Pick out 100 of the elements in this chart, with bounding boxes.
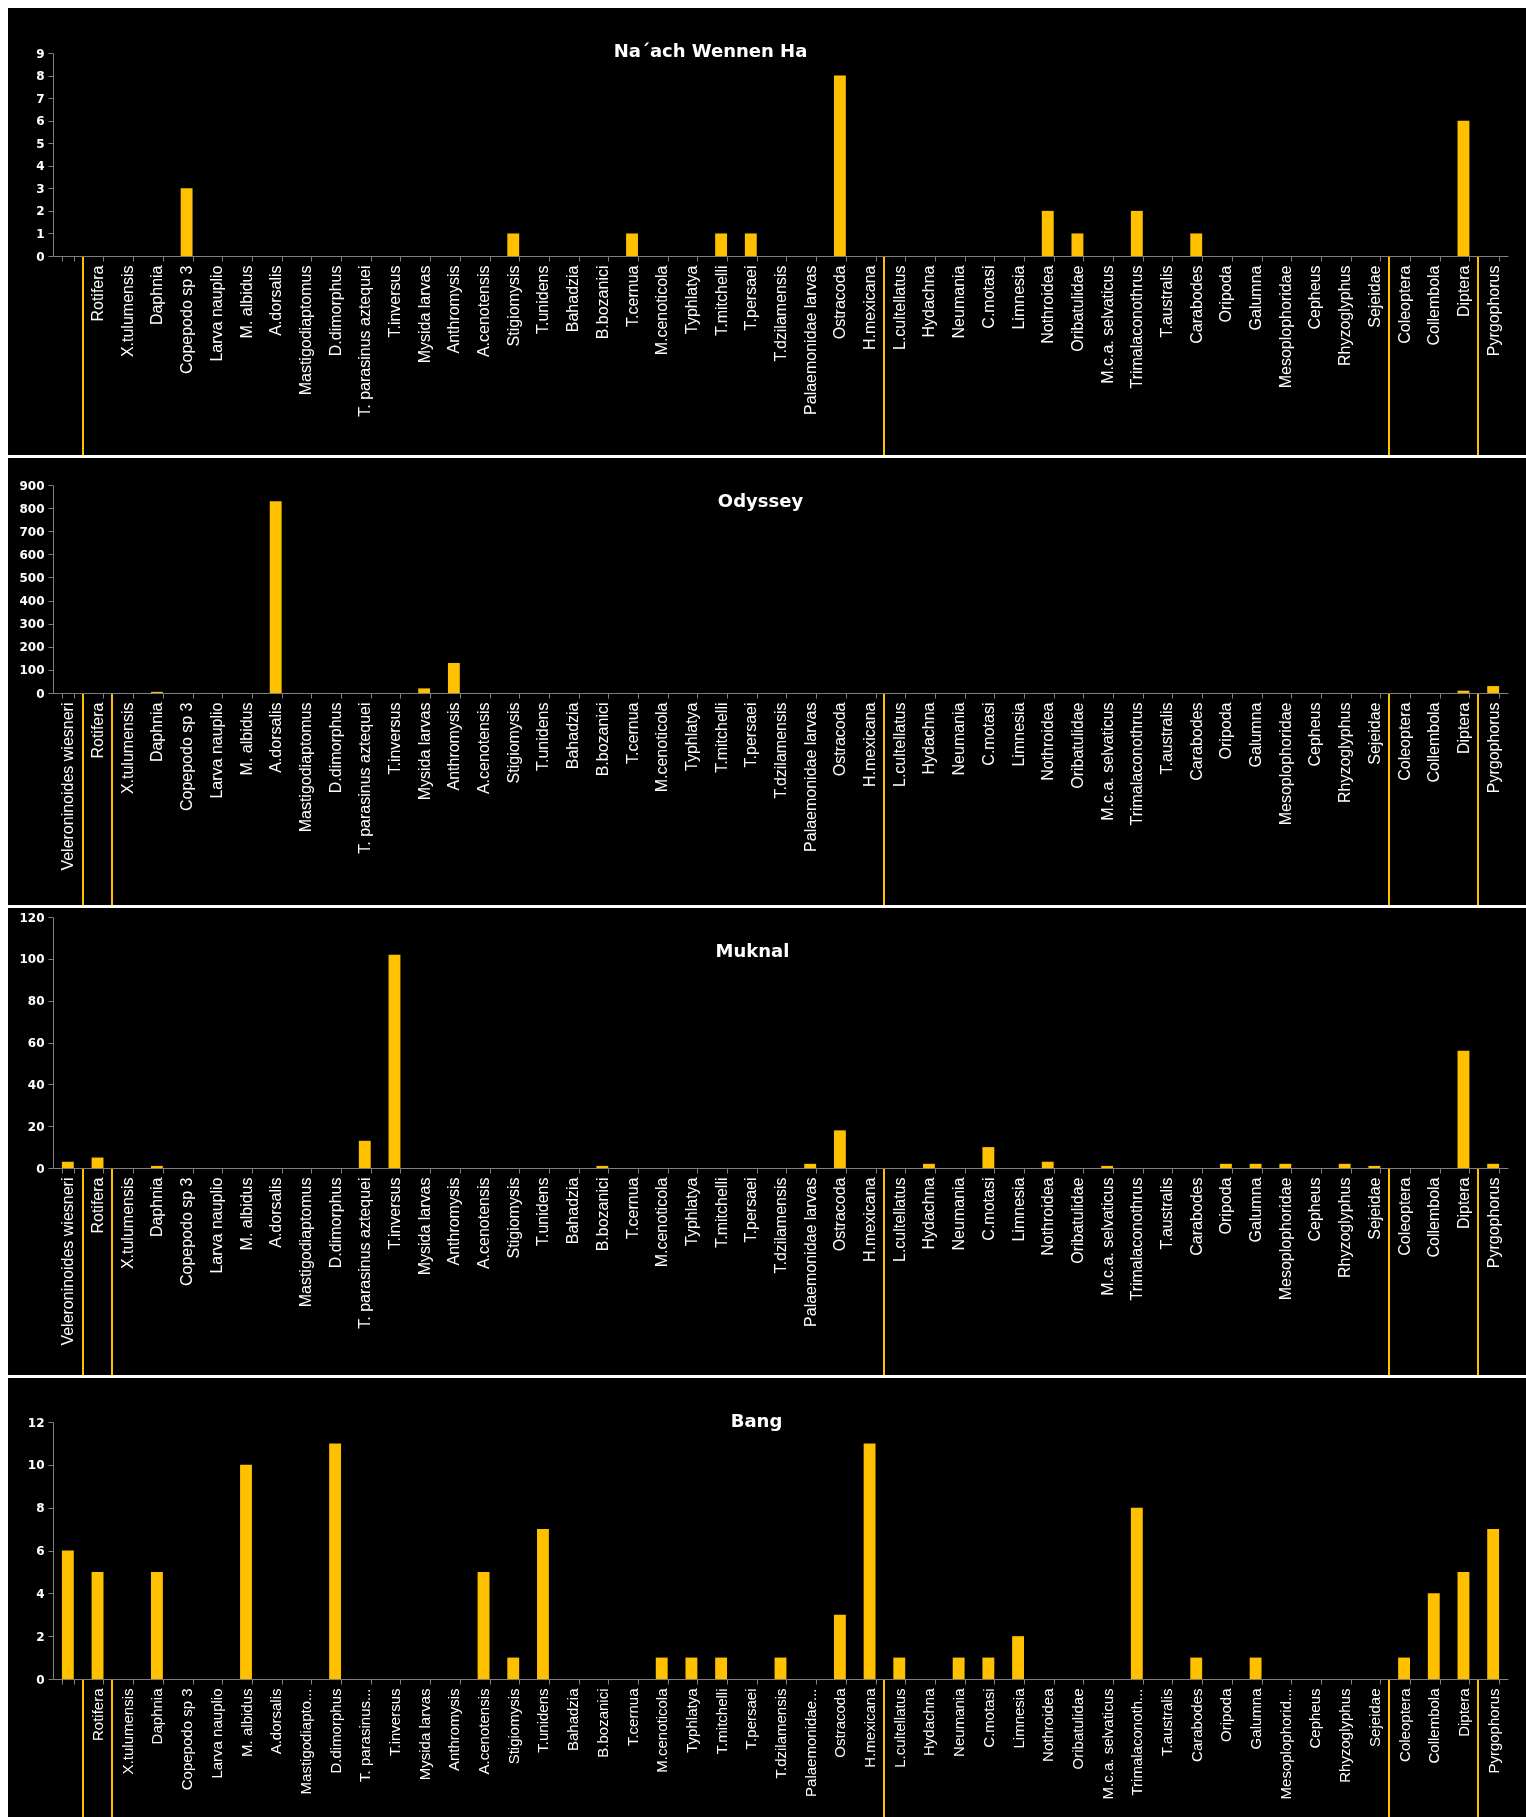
x-tick-label: Stigiomysis <box>504 1177 522 1259</box>
x-tick-label: Typhlatya <box>682 1177 700 1246</box>
x-tick-label: Nothroidea <box>1039 1687 1057 1762</box>
x-tick-label: Hydachna <box>920 1177 938 1250</box>
x-tick-label: Mysida larvas <box>415 265 433 364</box>
y-tick-label: 80 <box>27 994 45 1009</box>
x-tick-label: T.inversus <box>385 1177 403 1250</box>
x-tick-label: Larva nauplio <box>207 1177 225 1274</box>
x-tick-label: Carabodes <box>1187 1177 1205 1256</box>
y-tick-label: 120 <box>19 910 45 925</box>
x-tick-label: T.persaei <box>742 265 760 331</box>
bar <box>1071 233 1084 256</box>
x-tick-label: Anthromysis <box>445 702 463 791</box>
x-tick-label: T.mitchelli <box>712 265 730 336</box>
x-tick-label: Mastigodiaptomus <box>296 265 314 396</box>
x-tick-label: M.cenoticola <box>653 1177 671 1268</box>
x-tick-label: Stigiomysis <box>504 702 522 784</box>
x-tick-label: Ostracoda <box>831 265 849 340</box>
x-tick-label: Oripoda <box>1217 265 1235 323</box>
y-tick-label: 12 <box>27 1415 45 1430</box>
x-tick-label: Mysida larvas <box>415 702 433 801</box>
bar <box>833 75 846 256</box>
x-tick-label: Trimalaconothrus <box>1128 702 1146 826</box>
x-tick-label: Diptera <box>1454 265 1472 318</box>
x-tick-label: M.cenoticola <box>653 265 671 356</box>
x-tick-label: T.australis <box>1158 265 1176 338</box>
bar <box>863 1443 876 1679</box>
x-tick-label: C.motasi <box>979 702 997 766</box>
x-tick-label: Galumna <box>1247 702 1265 768</box>
x-tick-label: H.mexicana <box>861 1177 879 1262</box>
x-tick-label: Veleroninoides wiesneri <box>59 1177 77 1346</box>
x-tick-label: Mastigodiaptomus <box>296 1177 314 1308</box>
x-tick-label: Palaemonidae larvas <box>801 702 819 852</box>
x-tick-label: Coleoptera <box>1395 265 1413 344</box>
x-tick-label: Ostracoda <box>831 1687 849 1758</box>
x-tick-label: Neumania <box>950 265 968 339</box>
bar <box>150 1571 163 1679</box>
bar <box>833 1614 846 1679</box>
bar <box>596 1165 609 1168</box>
x-tick-label: Veleroninoides wiesneri <box>59 702 77 871</box>
x-tick-label: Sejeidae <box>1365 1177 1383 1240</box>
x-tick-label: Copepodo sp 3 <box>178 702 196 812</box>
x-tick-label: Palaemonidae larvas <box>801 265 819 415</box>
x-tick-label: M.cenoticola <box>653 1687 671 1773</box>
bar <box>1190 233 1203 256</box>
y-tick-label: 700 <box>19 524 45 539</box>
x-tick-label: Palaemonidae larvas <box>801 1177 819 1327</box>
x-tick-label: Daphnia <box>148 1177 166 1238</box>
x-tick-label: L.cultellatus <box>890 1688 908 1768</box>
x-tick-label: C.motasi <box>979 265 997 329</box>
x-tick-label: Rhyzoglyphus <box>1336 1177 1354 1278</box>
x-tick-label: Rhyzoglyphus <box>1336 702 1354 803</box>
bar <box>1130 210 1143 256</box>
bar <box>1457 1050 1470 1168</box>
x-tick-label: Limnesia <box>1009 1177 1027 1242</box>
x-tick-label: Neumania <box>950 1177 968 1251</box>
x-tick-label: Copepodo sp 3 <box>178 1177 196 1287</box>
x-tick-label: A.cenotensis <box>475 1688 493 1775</box>
bar <box>61 1161 74 1168</box>
y-tick-label: 0 <box>36 686 45 701</box>
bar <box>1457 120 1470 256</box>
x-tick-label: Galumna <box>1247 1177 1265 1243</box>
bar <box>952 1657 965 1679</box>
x-tick-label: B.bozanici <box>593 1688 611 1758</box>
x-tick-label: T. parasinus aztequei <box>356 265 374 417</box>
x-tick-label: T. parasinus... <box>356 1688 374 1782</box>
y-tick-label: 0 <box>36 249 45 264</box>
chart-title: Odyssey <box>717 490 804 511</box>
y-tick-label: 7 <box>36 91 45 106</box>
bar <box>1487 1529 1500 1679</box>
x-tick-label: T.unidens <box>534 702 552 771</box>
y-tick-label: 6 <box>36 114 45 129</box>
x-tick-label: M. albidus <box>237 1688 255 1757</box>
x-tick-label: Mastigodiapto... <box>296 1688 314 1795</box>
x-tick-label: Rhyzoglyphus <box>1336 265 1354 366</box>
y-tick-label: 100 <box>19 663 45 678</box>
x-tick-label: Nothroidea <box>1039 702 1057 781</box>
bar <box>893 1657 906 1679</box>
x-tick-label: Galumna <box>1247 265 1265 331</box>
x-tick-label: H.mexicana <box>861 265 879 350</box>
x-tick-label: T.mitchelli <box>712 1177 730 1248</box>
x-tick-label: M.c.a. selvaticus <box>1098 1688 1116 1800</box>
y-tick-label: 3 <box>36 181 45 196</box>
x-tick-label: X.tulumensis <box>118 1688 136 1775</box>
x-tick-label: Limnesia <box>1009 265 1027 330</box>
x-tick-label: M.c.a. selvaticus <box>1098 265 1116 384</box>
x-tick-label: T.persaei <box>742 1177 760 1243</box>
x-tick-label: X.tulumensis <box>118 265 136 358</box>
bar <box>1012 1636 1024 1679</box>
x-tick-label: T.australis <box>1158 702 1176 775</box>
x-tick-label: Rotifera <box>89 265 107 322</box>
x-tick-label: A.dorsalis <box>267 265 285 336</box>
y-tick-label: 2 <box>36 204 45 219</box>
x-tick-label: Mesoplophoridae <box>1276 702 1294 826</box>
bar <box>1487 1163 1500 1168</box>
x-tick-label: Ostracoda <box>831 1177 849 1252</box>
x-tick-label: H.mexicana <box>861 1687 879 1768</box>
bar <box>269 501 282 693</box>
x-tick-label: T.dzilamensis <box>772 265 789 362</box>
x-tick-label: T.unidens <box>534 265 552 334</box>
